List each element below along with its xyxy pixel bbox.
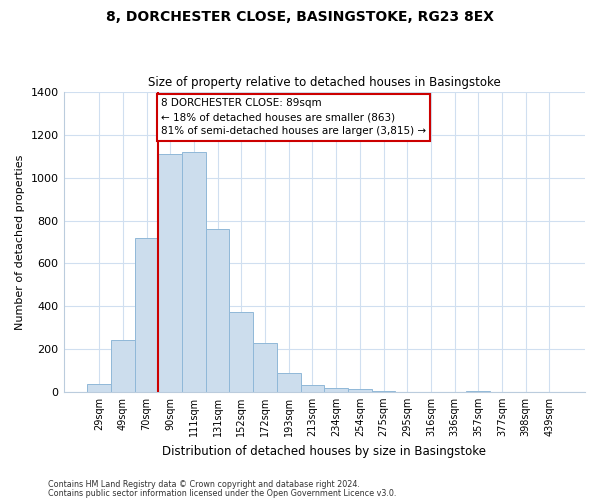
Bar: [134, 238, 158, 392]
Y-axis label: Number of detached properties: Number of detached properties: [15, 154, 25, 330]
Bar: [229, 312, 253, 392]
Bar: [348, 388, 371, 392]
Bar: [182, 152, 206, 392]
Bar: [111, 340, 134, 392]
X-axis label: Distribution of detached houses by size in Basingstoke: Distribution of detached houses by size …: [162, 444, 486, 458]
Text: Contains public sector information licensed under the Open Government Licence v3: Contains public sector information licen…: [48, 488, 397, 498]
Bar: [301, 384, 324, 392]
Text: 8, DORCHESTER CLOSE, BASINGSTOKE, RG23 8EX: 8, DORCHESTER CLOSE, BASINGSTOKE, RG23 8…: [106, 10, 494, 24]
Title: Size of property relative to detached houses in Basingstoke: Size of property relative to detached ho…: [148, 76, 500, 90]
Text: 8 DORCHESTER CLOSE: 89sqm
← 18% of detached houses are smaller (863)
81% of semi: 8 DORCHESTER CLOSE: 89sqm ← 18% of detac…: [161, 98, 426, 136]
Bar: [371, 390, 395, 392]
Bar: [466, 390, 490, 392]
Text: Contains HM Land Registry data © Crown copyright and database right 2024.: Contains HM Land Registry data © Crown c…: [48, 480, 360, 489]
Bar: [87, 384, 111, 392]
Bar: [277, 372, 301, 392]
Bar: [158, 154, 182, 392]
Bar: [253, 343, 277, 392]
Bar: [324, 388, 348, 392]
Bar: [206, 229, 229, 392]
